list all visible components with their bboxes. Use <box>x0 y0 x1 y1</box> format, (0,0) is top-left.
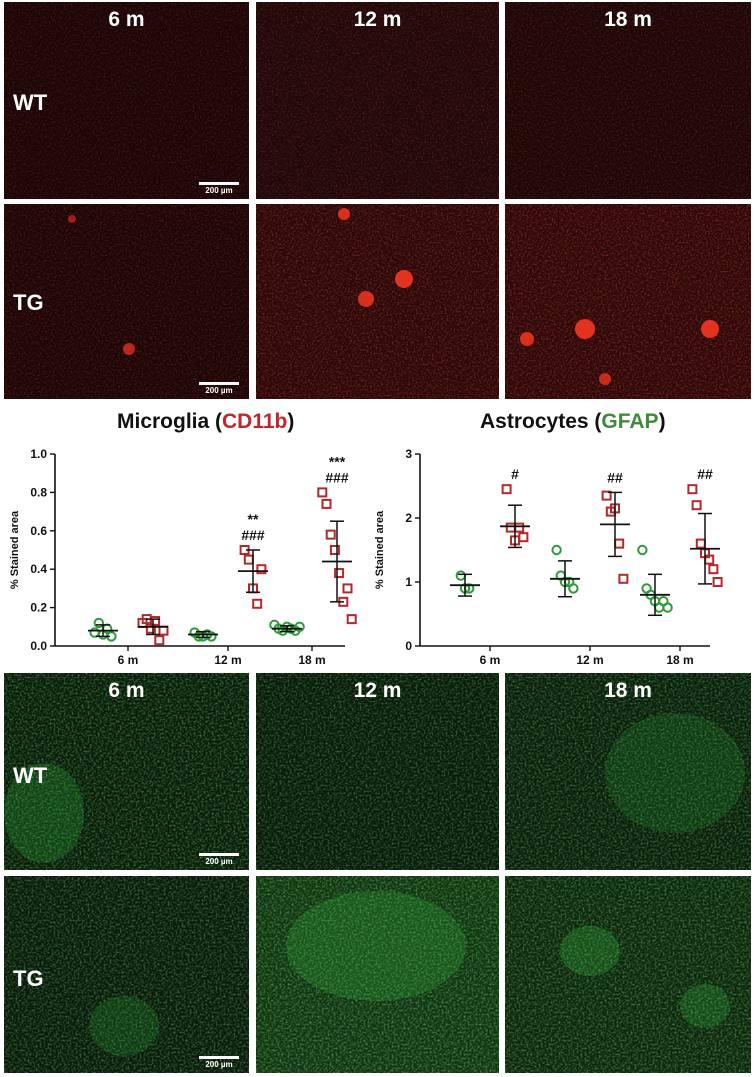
cd11b-wt-18m-image: 18 m <box>505 2 751 199</box>
y-tick-label: 0.8 <box>30 485 47 499</box>
charts-canvas: 0.0 0.2 0.4 0.6 0.8 1.0 % Stained area 6 m 12 m 1… <box>9 447 723 667</box>
tg-point <box>334 568 345 579</box>
wt-point <box>294 621 305 633</box>
cd11b-tg-12m-image <box>256 204 499 399</box>
row-label-tg: TG <box>13 966 44 991</box>
astrocytes-title: Astrocytes (GFAP) <box>480 410 666 433</box>
tg-point <box>691 500 702 511</box>
y-tick-label: 0.4 <box>30 562 47 576</box>
significance-label: ### <box>241 527 265 543</box>
tg-point <box>154 635 165 646</box>
tg-point <box>712 577 723 587</box>
significance-label: ## <box>697 466 713 482</box>
gfap-wt-12m-image: 12 m <box>256 673 499 870</box>
tg-point <box>329 545 340 555</box>
cd11b-tg-6m-image: TG 200 µm <box>4 204 249 399</box>
tg-point <box>252 598 263 609</box>
cd11b-wt-6m-image: 6 m WT 200 µm <box>4 2 249 199</box>
y-axis-label: % Stained area <box>9 510 21 589</box>
wt-point <box>89 627 100 638</box>
gfap-wt-6m-image: 6 m WT 200 µm <box>4 673 249 870</box>
tg-point <box>601 490 612 501</box>
tg-point <box>501 484 512 495</box>
scale-bar: 200 µm <box>199 1056 239 1069</box>
gfap-tg-12m-image <box>256 876 499 1073</box>
tg-point <box>614 538 625 549</box>
wt-point <box>637 544 648 556</box>
tg-point <box>346 614 357 625</box>
wt-point <box>568 583 579 594</box>
microglia-title: Microglia (CD11b) <box>117 410 295 433</box>
x-tick-label: 6 m <box>480 653 501 667</box>
wt-point <box>662 602 673 613</box>
x-tick-label: 18 m <box>298 653 325 667</box>
time-label: 12 m <box>353 679 402 702</box>
wt-point <box>455 570 466 581</box>
tg-point <box>321 498 332 509</box>
time-label: 18 m <box>604 8 652 31</box>
significance-label: ** <box>248 511 259 527</box>
gfap-tg-18m-image <box>505 876 751 1073</box>
scale-bar: 200 µm <box>199 382 239 395</box>
tg-point <box>518 532 529 543</box>
tg-point <box>325 529 336 540</box>
tg-point <box>150 616 161 627</box>
time-label: 6 m <box>108 8 145 31</box>
tg-point <box>158 625 169 636</box>
tg-point <box>695 538 706 549</box>
y-tick-label: 0.6 <box>30 524 47 538</box>
y-tick-label: 0.2 <box>30 601 47 615</box>
significance-label: ## <box>607 469 623 485</box>
tg-point <box>708 564 719 575</box>
x-tick-label: 12 m <box>214 653 241 667</box>
wt-point <box>551 544 562 556</box>
wt-point <box>93 617 105 629</box>
y-tick-label: 0 <box>405 639 412 653</box>
scale-bar: 200 µm <box>199 182 239 195</box>
y-tick-label: 2 <box>405 511 412 525</box>
tg-point <box>505 522 516 533</box>
gfap-wt-18m-image: 18 m <box>505 673 751 870</box>
scale-bar: 200 µm <box>199 853 239 866</box>
row-label-wt: WT <box>13 763 48 788</box>
wt-point <box>206 631 217 642</box>
x-tick-label: 6 m <box>118 653 139 667</box>
significance-label: # <box>511 466 519 482</box>
tg-point <box>687 484 698 495</box>
significance-label: ### <box>325 469 349 485</box>
y-tick-label: 1.0 <box>30 447 47 461</box>
y-tick-label: 0.0 <box>30 639 47 653</box>
tg-point <box>256 564 267 575</box>
microglia-chart: 0.0 0.2 0.4 0.6 0.8 1.0 % Stained area 6 m 12 m 1… <box>9 447 357 667</box>
y-axis-label: % Stained area <box>374 510 386 589</box>
y-tick-label: 3 <box>405 447 412 461</box>
row-label-wt: WT <box>13 90 48 115</box>
time-label: 12 m <box>353 8 402 31</box>
row-label-tg: TG <box>13 290 44 315</box>
cd11b-wt-12m-image: 12 m <box>256 2 499 199</box>
gfap-tg-6m-image: TG 200 µm <box>4 876 249 1073</box>
tg-point <box>317 487 328 498</box>
tg-point <box>514 522 525 533</box>
significance-label: *** <box>329 453 346 469</box>
tg-point <box>618 573 629 584</box>
tg-point <box>342 583 353 594</box>
time-label: 18 m <box>604 679 652 702</box>
tg-point <box>243 554 254 565</box>
y-tick-label: 1 <box>405 575 412 589</box>
x-tick-label: 18 m <box>666 653 693 667</box>
x-tick-label: 12 m <box>576 653 603 667</box>
time-label: 6 m <box>108 679 145 702</box>
cd11b-tg-18m-image <box>505 204 751 399</box>
